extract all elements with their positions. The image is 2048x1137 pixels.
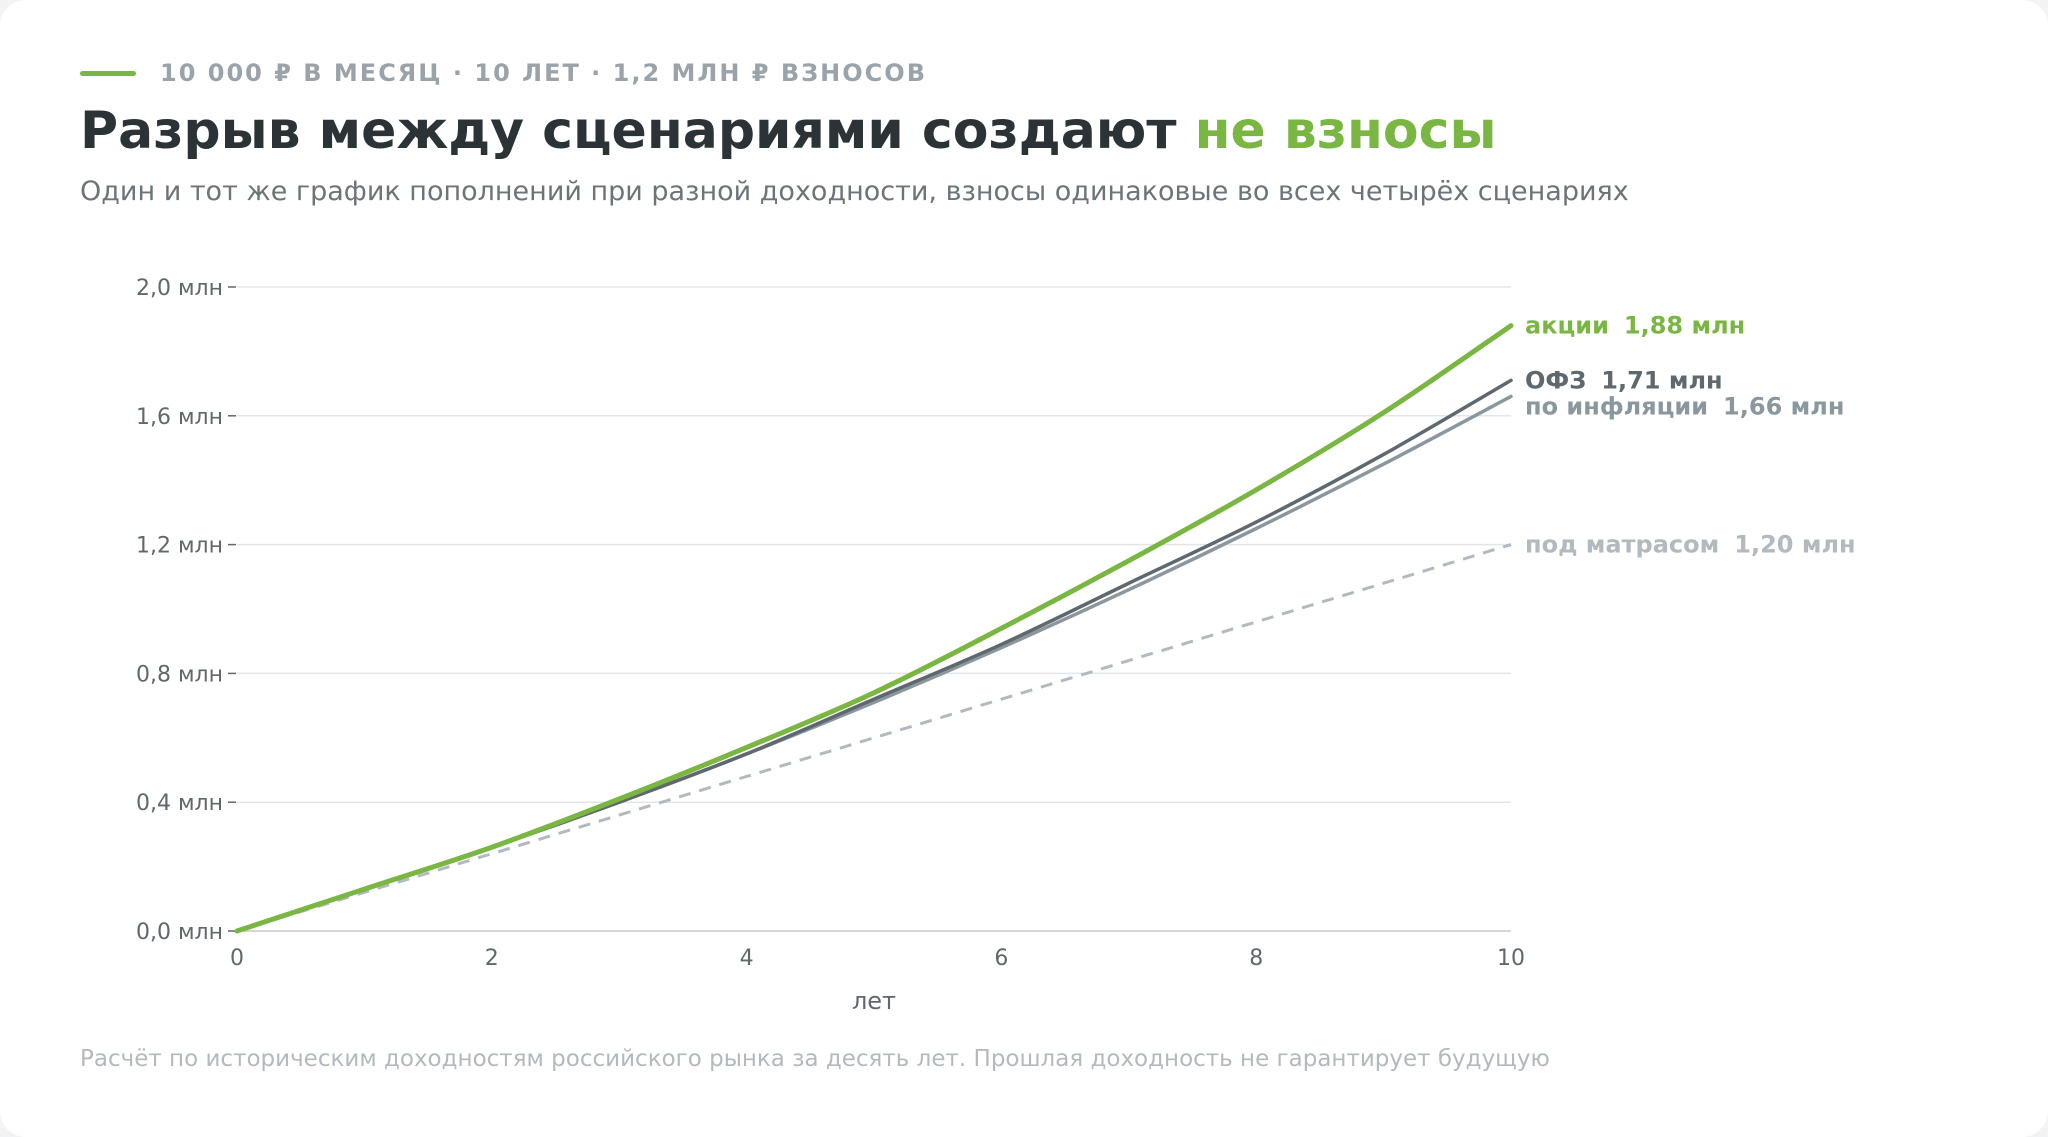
chart-subtitle: Один и тот же график пополнений при разн… (80, 176, 1629, 207)
title-accent: не взносы (1194, 101, 1497, 161)
y-tick-label: 0,4 млн (136, 791, 223, 816)
series-line-2 (235, 394, 1513, 933)
kicker-accent-line (80, 70, 136, 76)
y-tick-label: 1,2 млн (136, 534, 223, 559)
series-line-0 (234, 323, 1514, 934)
x-tick-label: 8 (1249, 946, 1263, 971)
series-name: под матрасом (1525, 531, 1719, 559)
title-main: Разрыв между сценариями создают (80, 101, 1195, 161)
y-tick-label: 0,8 млн (136, 662, 223, 687)
series-end-label-2: по инфляции 1,66 млн (1525, 392, 1844, 420)
x-tick-label: 4 (740, 946, 754, 971)
series-line-1 (235, 378, 1513, 933)
series-name: по инфляции (1525, 392, 1708, 420)
kicker: 10 000 ₽ В МЕСЯЦ · 10 ЛЕТ · 1,2 МЛН ₽ ВЗ… (80, 58, 927, 88)
series-end-value: 1,20 млн (1734, 531, 1855, 559)
series-end-value: 1,71 млн (1601, 366, 1722, 394)
series-end-label-3: под матрасом 1,20 млн (1525, 531, 1856, 559)
y-tick-label: 0,0 млн (136, 920, 223, 945)
x-axis-title: лет (852, 987, 896, 1015)
footnote: Расчёт по историческим доходностям росси… (80, 1046, 1550, 1072)
series-name: акции (1525, 312, 1609, 340)
series-name: ОФЗ (1525, 366, 1586, 394)
series-end-label-0: акции 1,88 млн (1525, 312, 1745, 340)
kicker-text: 10 000 ₽ В МЕСЯЦ · 10 ЛЕТ · 1,2 МЛН ₽ ВЗ… (160, 59, 927, 87)
series-end-value: 1,88 млн (1624, 312, 1745, 340)
series-end-label-1: ОФЗ 1,71 млн (1525, 366, 1723, 394)
axes: 0,0 млн 0,4 млн 0,8 млн 1,2 млн 1,6 млн 2,0 м… (136, 276, 1525, 1015)
x-tick-label: 10 (1497, 946, 1525, 971)
grid-lines (237, 286, 1511, 932)
series-line-3 (236, 543, 1512, 933)
chart-title: Разрыв между сценариями создают не взнос… (80, 96, 1497, 166)
x-tick-label: 2 (485, 946, 499, 971)
y-tick-label: 1,6 млн (136, 405, 223, 430)
series-lines (234, 323, 1514, 934)
x-tick-label: 6 (994, 946, 1008, 971)
y-tick-label: 2,0 млн (136, 276, 223, 301)
series-end-value: 1,66 млн (1723, 392, 1844, 420)
x-tick-label: 0 (230, 946, 244, 971)
